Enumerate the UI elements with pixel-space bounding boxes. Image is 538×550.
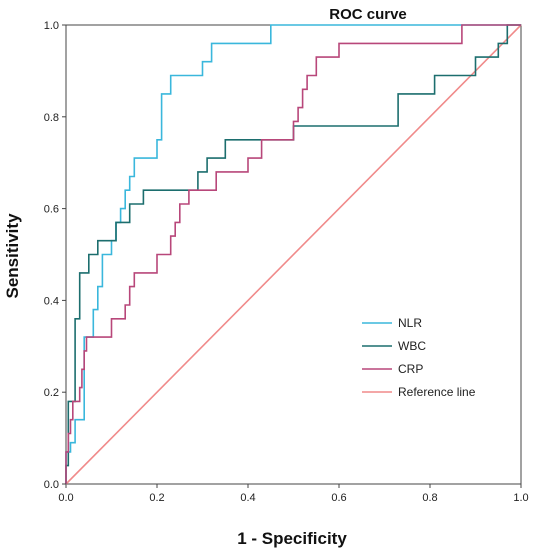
series-line-nlr [65,24,521,484]
legend: NLR WBC CRP Reference line [362,316,476,399]
x-tick-label: 0.6 [331,492,346,504]
series-layer [65,24,522,485]
y-tick-label: 0.6 [44,204,59,216]
tick-layer: 0.0 0.2 0.4 0.6 0.8 1.0 0.0 0.2 0.4 0.6 0.8 1.0 [44,20,529,504]
legend-label-crp: CRP [398,362,423,376]
x-tick-label: 0.2 [149,492,164,504]
legend-label-reference-line: Reference line [398,385,476,399]
y-tick-label: 0.2 [44,387,59,399]
x-tick-label: 1.0 [513,492,528,504]
x-tick-label: 0.0 [58,492,73,504]
y-axis-title: Sensitivity [3,213,22,299]
x-tick-label: 0.4 [240,492,255,504]
x-axis-title: 1 - Specificity [237,529,347,548]
series-line-reference-line [65,24,522,485]
chart-title: ROC curve [329,6,407,23]
y-tick-label: 1.0 [44,20,59,32]
x-tick-label: 0.8 [422,492,437,504]
y-tick-label: 0.4 [44,295,59,307]
y-tick-label: 0.0 [44,479,59,491]
series-line-crp [65,24,521,484]
legend-label-wbc: WBC [398,339,426,353]
y-tick-label: 0.8 [44,112,59,124]
legend-label-nlr: NLR [398,316,422,330]
